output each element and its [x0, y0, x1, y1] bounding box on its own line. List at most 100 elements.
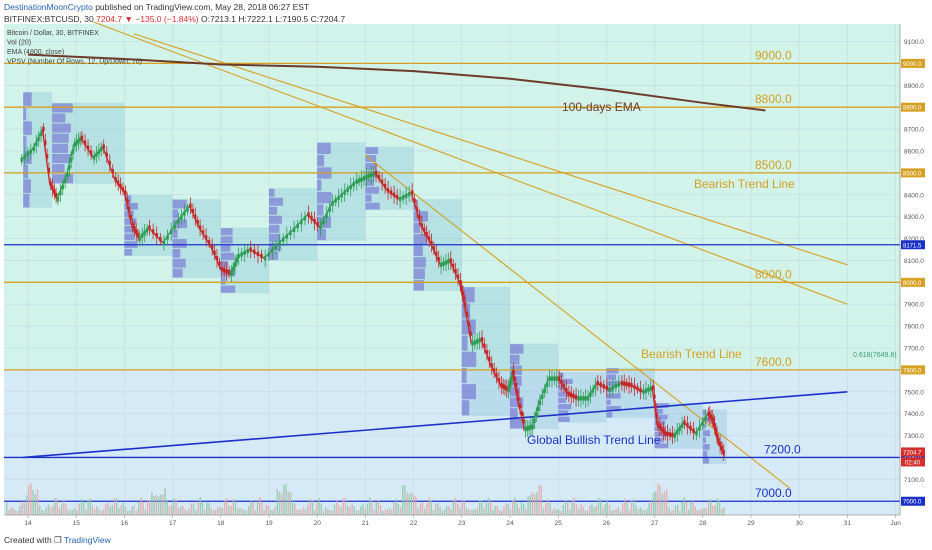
volume-bar	[707, 501, 710, 515]
volume-bar	[443, 509, 446, 515]
volume-bar	[353, 506, 355, 515]
candle-body	[42, 126, 45, 132]
bg-zone-upper	[4, 24, 900, 370]
candle-body	[223, 268, 226, 273]
candle-body	[698, 426, 701, 431]
x-tick-label: 16	[121, 520, 129, 527]
volume-bar	[226, 498, 228, 515]
volume-bar	[155, 495, 157, 515]
volume-bar	[193, 503, 195, 515]
volume-profile-row	[124, 248, 133, 256]
legend-item: Bitcoin / Dollar, 30, BITFINEX	[7, 30, 99, 37]
candle-body	[37, 136, 40, 142]
axis-tag	[901, 277, 925, 287]
volume-bar	[272, 510, 274, 515]
volume-bar	[617, 507, 619, 515]
volume-profile-row	[269, 206, 278, 215]
volume-bar	[635, 505, 637, 515]
volume-bar	[454, 497, 457, 515]
volume-bar	[144, 509, 146, 515]
publisher-link[interactable]: DestinationMoonCrypto	[4, 2, 93, 12]
volume-bar	[199, 497, 201, 515]
candle-body	[464, 302, 467, 307]
volume-bar	[694, 506, 696, 515]
volume-bar	[712, 505, 714, 515]
volume-bar	[252, 501, 254, 515]
candle-body	[204, 235, 208, 240]
volume-bar	[248, 506, 250, 515]
candle-body	[243, 250, 246, 255]
volume-bar	[138, 502, 140, 515]
volume-bar	[120, 505, 122, 515]
candle-body	[362, 176, 366, 181]
volume-bar	[681, 502, 683, 515]
x-tick-label: 27	[651, 520, 659, 527]
axis-tag-label: 8000.0	[903, 281, 922, 287]
candle-body	[465, 311, 469, 317]
price-change: −135.0 (−1.84%)	[135, 14, 199, 24]
volume-bar	[597, 497, 600, 515]
volume-bar	[344, 498, 347, 515]
ema-annotation: 100-days EMA	[562, 100, 641, 114]
volume-profile-row	[510, 397, 524, 408]
volume-bar	[439, 507, 441, 515]
candle-body	[526, 426, 529, 431]
candle-body	[608, 387, 612, 392]
volume-bar	[501, 510, 503, 515]
volume-profile-row	[558, 416, 570, 422]
candle-body	[654, 403, 657, 409]
axis-tag	[901, 168, 925, 178]
candle-body	[235, 258, 239, 263]
time-tag	[901, 457, 925, 467]
volume-bar	[674, 505, 677, 515]
candle-body	[108, 160, 111, 166]
y-tick-label: 7500.0	[904, 389, 924, 396]
x-tick-label: 23	[458, 520, 466, 527]
publish-line: DestinationMoonCrypto published on Tradi…	[4, 1, 924, 13]
candle-body	[500, 383, 503, 388]
candle-body	[630, 383, 633, 388]
price-chart[interactable]: 9000.0 8800.0 8500.0 8000.0 7600.0 7200.0 7000…	[0, 22, 932, 532]
candle-body	[505, 386, 508, 391]
volume-bar	[160, 494, 162, 515]
candle-body	[189, 203, 192, 208]
tradingview-brand[interactable]: TradingView	[63, 535, 111, 545]
candle-body	[166, 235, 169, 240]
x-tick-label: Jun	[890, 520, 901, 527]
candle-body	[425, 231, 428, 237]
candle-body	[488, 356, 491, 362]
level-label: 8800.0	[755, 92, 792, 106]
candle-body	[201, 230, 205, 235]
candle-body	[307, 212, 310, 217]
y-tick-label: 8400.0	[904, 192, 924, 199]
volume-profile-row	[654, 414, 668, 420]
volume-bar	[298, 510, 300, 515]
volume-bars	[6, 483, 725, 515]
candle-body	[653, 394, 656, 399]
volume-bar	[560, 510, 562, 515]
volume-bar	[690, 501, 692, 515]
volume-bar	[54, 498, 56, 515]
candle-body	[522, 419, 525, 424]
candle-body	[111, 169, 114, 174]
candle-body	[678, 426, 681, 432]
candle-body	[289, 230, 292, 236]
candle-body	[586, 396, 590, 401]
candle-body	[180, 215, 183, 220]
axis-tag-label: 8500.0	[903, 171, 922, 177]
candle-body	[89, 150, 93, 155]
volume-profile-row	[124, 195, 132, 202]
volume-bar	[195, 510, 197, 515]
candle-body	[589, 392, 592, 397]
candle-body	[565, 387, 568, 393]
candle-body	[617, 382, 621, 387]
volume-bar	[32, 490, 34, 515]
volume-bar	[63, 500, 65, 515]
volume-profile-row	[702, 430, 710, 437]
candle-body	[558, 376, 561, 381]
candle-body	[627, 382, 631, 387]
volume-bar	[490, 501, 492, 515]
candle-body	[655, 413, 659, 418]
volume-bar	[683, 497, 685, 515]
candle-body	[292, 227, 296, 232]
